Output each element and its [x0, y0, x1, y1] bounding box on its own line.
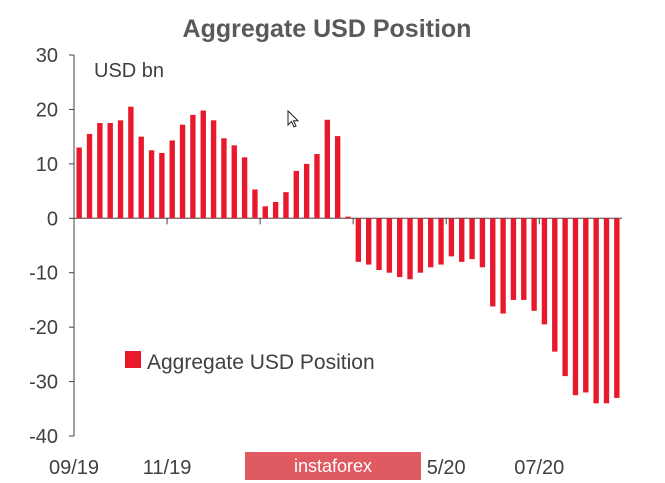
bar: [490, 218, 496, 307]
chart-title: Aggregate USD Position: [183, 15, 472, 43]
bar: [169, 140, 175, 219]
bar: [541, 218, 548, 325]
bar: [583, 218, 589, 393]
bar: [355, 218, 362, 262]
bar: [572, 218, 579, 396]
unit-label: USD bn: [94, 60, 164, 82]
x-tick-label: 09/19: [49, 457, 99, 479]
bar: [179, 124, 186, 219]
bar: [397, 218, 403, 278]
bar: [510, 218, 517, 300]
y-tick-label: -40: [29, 426, 58, 448]
x-tick-label: 07/20: [514, 457, 564, 479]
bar: [324, 119, 331, 219]
bar: [210, 120, 217, 219]
bar: [200, 110, 206, 219]
bar: [128, 106, 134, 219]
bar: [345, 216, 351, 219]
bar: [459, 218, 465, 262]
y-tick-label: 30: [36, 45, 58, 67]
bar: [469, 218, 475, 260]
bar: [428, 218, 434, 268]
bar: [376, 218, 382, 270]
y-tick-label: -10: [29, 263, 58, 285]
bar-series: [76, 106, 620, 404]
bar: [417, 218, 424, 273]
bar: [531, 218, 537, 311]
bar: [386, 218, 393, 273]
y-tick-label: -20: [29, 317, 58, 339]
y-tick-label: 20: [36, 99, 58, 121]
legend: Aggregate USD Position: [125, 351, 375, 374]
bar: [614, 218, 620, 398]
bar: [448, 218, 455, 257]
bar: [293, 170, 299, 219]
y-tick-label: 0: [47, 208, 58, 230]
bar: [334, 136, 341, 219]
bar: [86, 133, 93, 219]
watermark-text: instaforex: [294, 456, 372, 476]
bar: [283, 192, 289, 219]
bar: [552, 218, 558, 352]
bar: [365, 218, 372, 265]
bar: [479, 218, 486, 268]
watermark-banner: [245, 452, 421, 480]
bar: [593, 218, 599, 404]
y-axis-ticks: 30 20 10 0 -10 -20 -30 -40: [29, 45, 74, 448]
bar: [221, 138, 227, 219]
bar: [438, 218, 444, 265]
y-tick-label: -30: [29, 372, 58, 394]
bar: [159, 152, 165, 219]
legend-swatch: [125, 351, 141, 368]
x-tick-label: 5/20: [427, 457, 466, 479]
x-tick-label: 11/19: [143, 457, 192, 479]
bar: [138, 136, 144, 219]
bar: [241, 157, 248, 219]
bar: [303, 163, 310, 219]
axes: [73, 55, 622, 436]
bar: [314, 154, 320, 219]
bar: [521, 218, 527, 300]
bar: [117, 120, 124, 219]
bar: [190, 114, 196, 219]
bar: [231, 145, 237, 219]
bar: [272, 201, 279, 219]
bar: [262, 206, 268, 219]
bar: [500, 218, 506, 314]
arrow-cursor-icon: [287, 109, 300, 128]
bar: [562, 218, 568, 377]
bar: [148, 150, 155, 219]
watermark: instaforex: [245, 452, 421, 480]
bar: [107, 123, 113, 219]
y-tick-label: 10: [36, 154, 58, 176]
legend-label: Aggregate USD Position: [147, 351, 375, 374]
bar: [76, 147, 82, 219]
bar: [603, 218, 610, 404]
bar: [407, 218, 413, 280]
bar: [252, 189, 258, 219]
bar: [97, 123, 103, 219]
